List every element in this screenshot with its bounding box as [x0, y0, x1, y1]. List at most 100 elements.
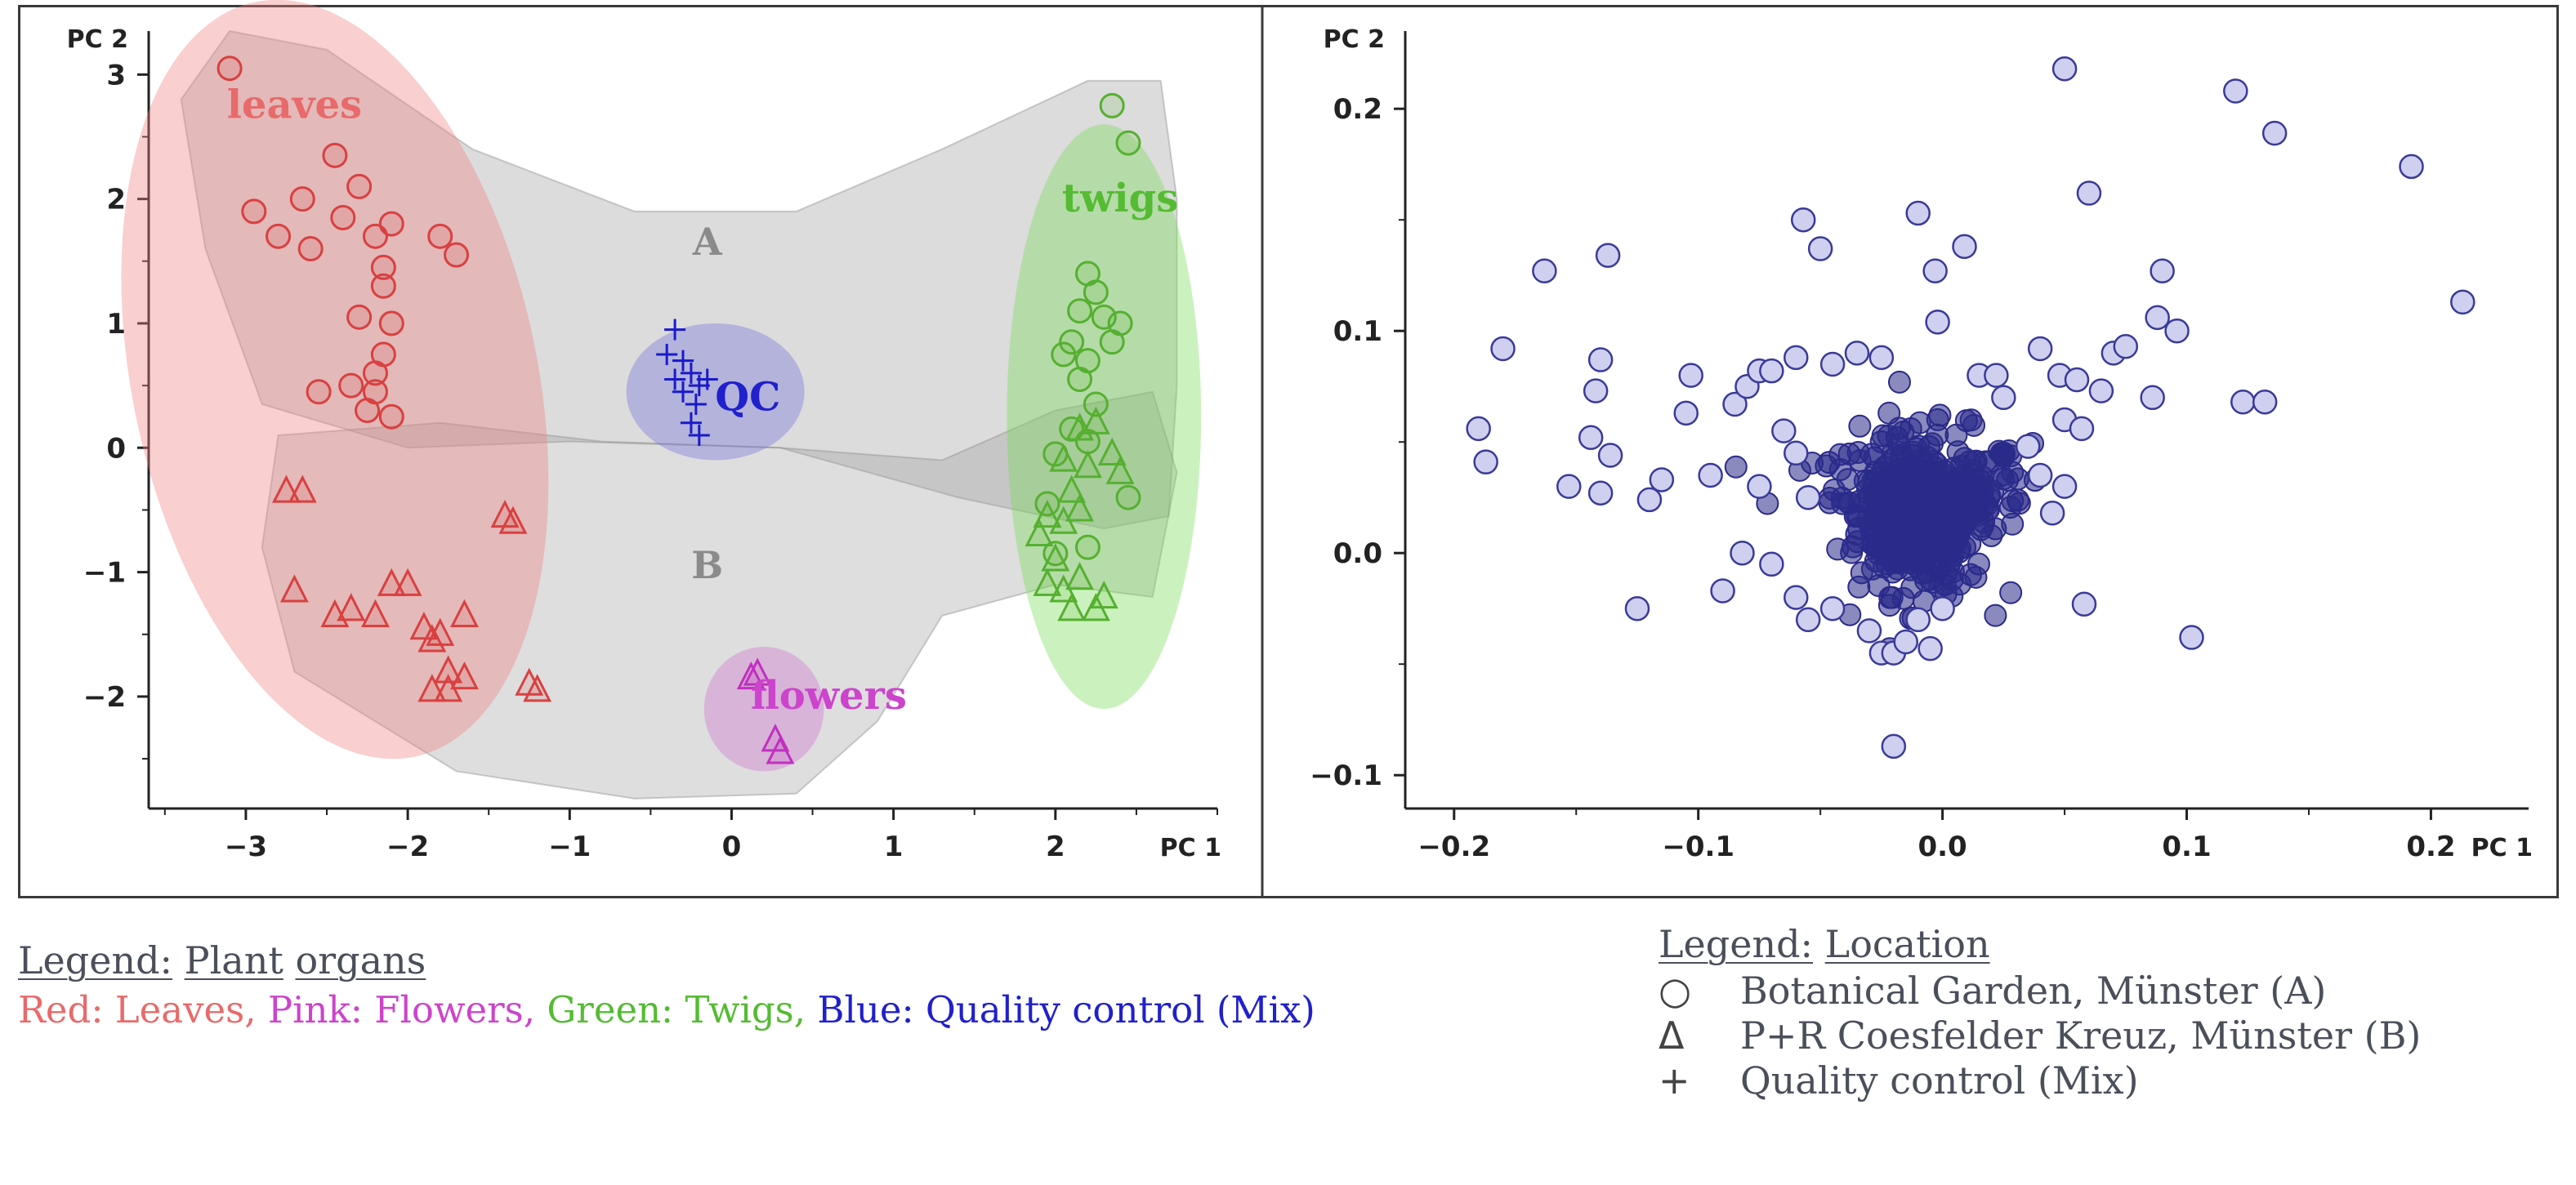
legend-organs-item-flowers: Pink: Flowers, — [267, 987, 536, 1031]
point-quality-control — [672, 381, 694, 403]
twigs-region-ellipse — [1007, 124, 1202, 710]
point-leaves-b- — [523, 674, 552, 702]
scatter-point — [1649, 467, 1675, 492]
core-point — [1984, 604, 2007, 627]
scatter-point — [1784, 585, 1809, 610]
region-b-hull — [261, 390, 1178, 800]
point-quality-control — [664, 368, 686, 390]
scatter-point — [1930, 595, 1955, 621]
y-axis-label: PC 2 — [1324, 25, 1385, 54]
scatter-point — [1917, 635, 1943, 662]
scatter-point — [2076, 180, 2102, 206]
core-point — [1830, 486, 1854, 510]
cluster-label-leaves: leaves — [227, 82, 362, 128]
region-a-hull — [180, 29, 1178, 530]
scatter-point — [1807, 236, 1833, 261]
point-leaves-a- — [241, 198, 267, 225]
point-leaves-a- — [355, 398, 381, 424]
point-leaves-a- — [338, 372, 364, 399]
point-leaves-b- — [426, 617, 455, 646]
point-quality-control — [680, 412, 702, 434]
scatter-point — [1784, 345, 1809, 371]
legend-location-row-a: ○ Botanical Garden, Münster (A) — [1659, 969, 2421, 1013]
core-point — [1926, 423, 1949, 447]
scatter-point — [1698, 462, 1723, 488]
x-tick-label: −1 — [548, 831, 591, 863]
y-axis-label: PC 2 — [67, 25, 128, 54]
core-point — [1958, 563, 1982, 586]
scatter-point — [2071, 591, 2097, 617]
scatter-point — [1595, 243, 1621, 268]
point-twigs-b- — [1065, 493, 1094, 522]
core-point — [1887, 370, 1911, 394]
core-point — [1840, 541, 1864, 564]
point-leaves-a- — [378, 211, 404, 237]
cluster-label-twigs: twigs — [1062, 176, 1178, 221]
legend-location: Legend: Location ○ Botanical Garden, Mün… — [1659, 923, 2421, 1103]
point-twigs-b- — [1074, 450, 1102, 479]
point-twigs-a- — [1115, 130, 1141, 156]
y-tick-label: −0.1 — [1310, 760, 1382, 792]
scatter-point — [1710, 578, 1735, 604]
scatter-point — [1881, 733, 1907, 760]
point-leaves-a- — [362, 360, 388, 386]
core-point — [1724, 455, 1748, 479]
point-twigs-b- — [1105, 456, 1135, 484]
x-tick-label: 2 — [1046, 831, 1065, 863]
y-tick-label: −2 — [83, 681, 126, 714]
scatter-point — [1771, 418, 1797, 443]
legend-organs-title-3: organs — [295, 938, 426, 982]
cluster-label-flowers: flowers — [751, 673, 907, 719]
point-leaves-a- — [370, 254, 396, 280]
point-twigs-b- — [1033, 568, 1062, 596]
core-point — [1869, 430, 1893, 453]
scatter-point — [1730, 540, 1755, 566]
core-point — [1944, 423, 1968, 447]
scatter-point — [1922, 258, 1948, 284]
core-point — [1962, 413, 1986, 437]
scatter-point — [1556, 474, 1582, 499]
scatter-point — [2252, 389, 2278, 415]
point-leaves-a- — [322, 142, 348, 168]
scatter-point — [1473, 449, 1498, 474]
point-leaves-b- — [279, 574, 309, 603]
x-tick-label: 0.1 — [2162, 831, 2211, 863]
circle-symbol-icon: ○ — [1659, 968, 1692, 1013]
scatter-point — [2399, 154, 2424, 180]
scatter-point — [1790, 207, 1816, 233]
legend-location-item-a: Botanical Garden, Münster (A) — [1740, 968, 2327, 1013]
point-quality-control — [680, 362, 702, 384]
scatter-point — [1747, 474, 1772, 499]
x-tick-label: −3 — [225, 831, 267, 863]
scatter-point — [1759, 551, 1784, 577]
legend-location-row-qc: + Quality control (Mix) — [1659, 1058, 2421, 1103]
scatter-point — [2069, 416, 2095, 442]
point-quality-control — [672, 350, 694, 372]
scatter-point — [1893, 629, 1919, 655]
scatter-point — [1991, 385, 2016, 411]
scatter-point — [2051, 56, 2078, 82]
scatter-point — [2113, 333, 2139, 359]
dense-core-fill — [1865, 459, 1980, 550]
x-tick-label: 1 — [884, 831, 904, 863]
scatter-point — [1844, 341, 1870, 366]
core-point — [1918, 568, 1942, 591]
region-label-b: B — [691, 543, 723, 587]
core-point — [1940, 544, 1964, 568]
scatter-point — [1583, 378, 1609, 403]
plus-symbol-icon: + — [1659, 1058, 1690, 1103]
point-twigs-a- — [1067, 298, 1093, 324]
point-leaves-b- — [288, 474, 317, 503]
y-tick-label: 0 — [106, 432, 126, 465]
legend-organs-title-2: Plant — [184, 938, 283, 982]
point-twigs-a- — [1099, 92, 1125, 118]
point-leaves-a- — [370, 273, 396, 299]
scatter-point — [1578, 425, 1604, 451]
scatter-point — [1819, 595, 1846, 621]
x-tick-label: 0.0 — [1917, 831, 1967, 863]
point-twigs-b- — [1025, 518, 1054, 546]
scatter-point — [2064, 367, 2090, 393]
scatter-point — [2164, 318, 2190, 344]
scatter-point — [1819, 351, 1846, 377]
